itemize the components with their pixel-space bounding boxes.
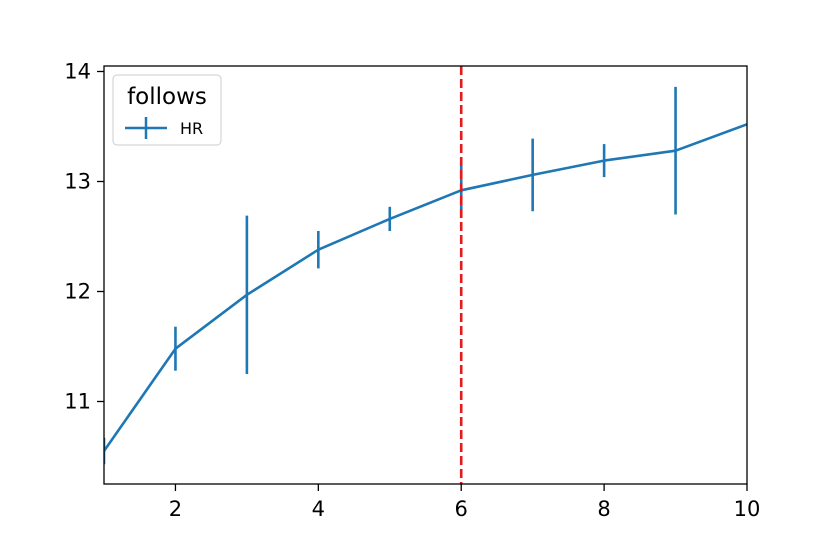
plot-frame	[103, 65, 748, 485]
plot-area	[104, 66, 747, 484]
ticks-layer: 2 4 6 8 10 11 12 13 14	[64, 60, 760, 522]
y-tick-label: 11	[64, 390, 91, 414]
x-tick-label: 4	[312, 497, 325, 521]
y-tick-label: 14	[64, 60, 91, 84]
y-tick-label: 12	[64, 280, 91, 304]
x-tick-label: 10	[734, 497, 761, 521]
x-tick-label: 6	[455, 497, 468, 521]
x-tick-label: 8	[597, 497, 610, 521]
x-tick-label: 2	[169, 497, 182, 521]
y-tick-label: 13	[64, 170, 91, 194]
legend-entry-label: HR	[180, 119, 203, 138]
legend: follows HR	[112, 74, 222, 146]
series-line	[104, 123, 747, 452]
legend-title: follows	[127, 84, 207, 110]
